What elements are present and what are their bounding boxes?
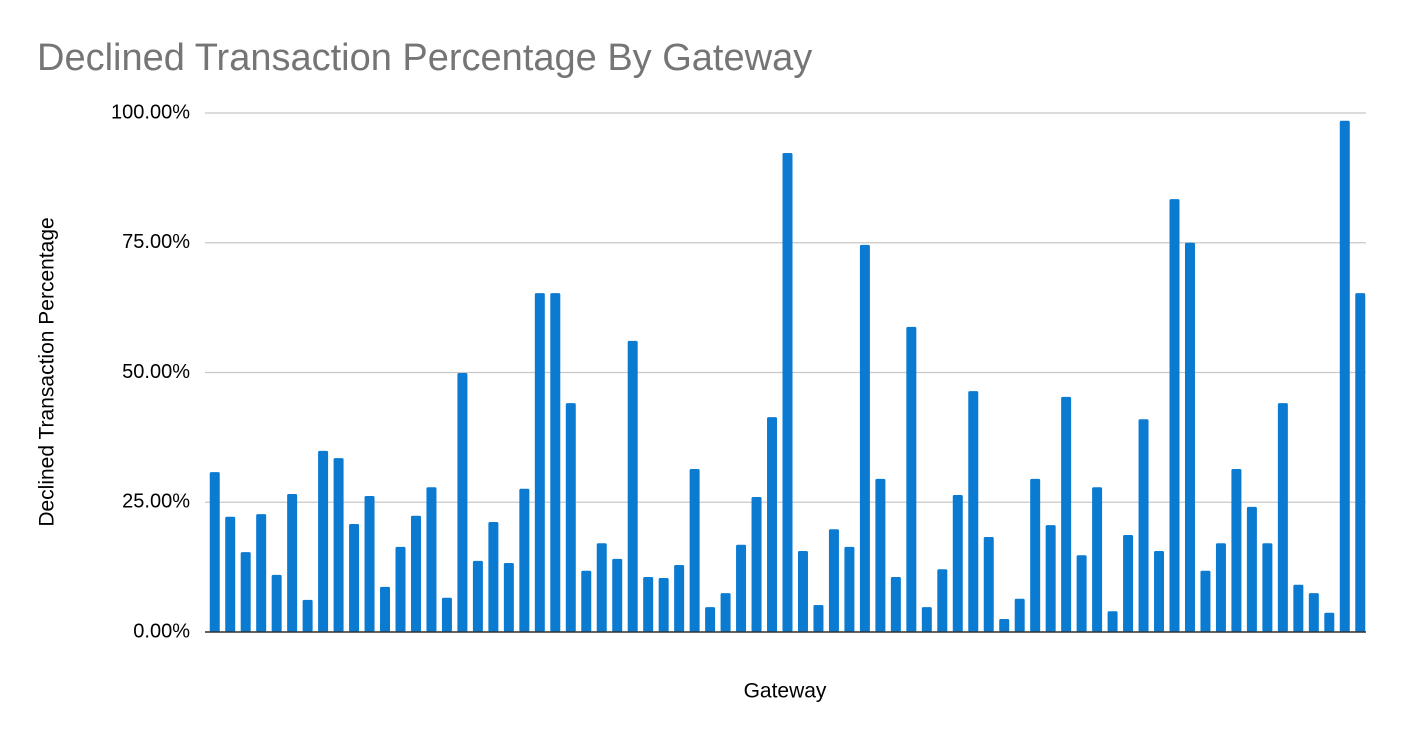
bar — [952, 494, 963, 632]
bar — [813, 605, 824, 632]
bar — [318, 450, 329, 632]
bar — [503, 562, 514, 632]
bar — [983, 537, 994, 632]
bar — [519, 488, 530, 632]
y-tick-label: 25.00% — [122, 491, 190, 513]
y-tick-label: 100.00% — [111, 101, 190, 123]
bar — [890, 576, 901, 632]
y-tick-label: 75.00% — [122, 231, 190, 253]
chart-title: Declined Transaction Percentage By Gatew… — [37, 37, 812, 79]
bar — [395, 546, 406, 632]
bar — [658, 578, 669, 632]
bar — [1154, 551, 1165, 632]
bar — [797, 551, 808, 632]
bar — [1184, 242, 1195, 632]
bar — [875, 478, 886, 632]
bar — [410, 515, 421, 632]
bar — [256, 514, 267, 632]
x-axis-title: Gateway — [744, 680, 827, 703]
bar — [441, 597, 452, 632]
bar — [1308, 593, 1319, 632]
bar — [1061, 396, 1072, 632]
bar — [209, 472, 220, 632]
bar — [1293, 584, 1304, 632]
bar — [643, 576, 654, 632]
bar — [380, 586, 391, 632]
bar — [1030, 478, 1041, 632]
y-tick-label: 0.00% — [133, 620, 190, 642]
bar — [1277, 403, 1288, 632]
bar — [720, 593, 731, 632]
bar — [906, 326, 917, 632]
bar — [333, 458, 344, 632]
bar — [937, 569, 948, 632]
bar — [751, 497, 762, 632]
bar — [1324, 612, 1335, 632]
bar — [612, 558, 623, 632]
bar — [1339, 120, 1350, 632]
bar — [349, 524, 360, 632]
y-tick-label: 50.00% — [122, 361, 190, 383]
bar — [364, 496, 375, 632]
bar — [1355, 293, 1366, 632]
bar — [1262, 543, 1273, 632]
bar — [1107, 611, 1118, 632]
bar — [271, 574, 282, 632]
bar — [225, 516, 236, 632]
bar — [1045, 525, 1056, 632]
bar — [534, 293, 545, 632]
bar — [1138, 419, 1149, 632]
bar — [302, 599, 313, 632]
y-axis-title: Declined Transaction Percentage — [36, 217, 59, 526]
bar — [1169, 199, 1180, 633]
bar — [828, 529, 839, 632]
bar — [968, 391, 979, 632]
bar — [457, 373, 468, 632]
bar — [596, 543, 607, 632]
bar — [1246, 506, 1257, 632]
bar — [1123, 534, 1134, 632]
bar — [1092, 487, 1103, 632]
bar — [999, 619, 1010, 632]
bar — [844, 546, 855, 632]
bar — [1231, 469, 1242, 632]
bar — [627, 340, 638, 632]
bar — [921, 607, 932, 632]
bar — [488, 521, 499, 632]
bar — [426, 487, 437, 632]
bar — [1014, 598, 1025, 632]
bar — [674, 565, 685, 632]
bar — [550, 293, 561, 632]
bar — [1200, 570, 1211, 632]
bar — [1076, 555, 1087, 632]
bar — [581, 570, 592, 632]
bar — [859, 244, 870, 633]
bar — [782, 152, 793, 632]
bar — [240, 552, 251, 632]
bar — [1215, 543, 1226, 632]
bar — [472, 560, 483, 632]
bar — [736, 544, 747, 632]
bar — [689, 469, 700, 632]
bar — [767, 417, 778, 632]
bar — [565, 403, 576, 632]
bar — [287, 493, 298, 632]
bar — [705, 607, 716, 632]
